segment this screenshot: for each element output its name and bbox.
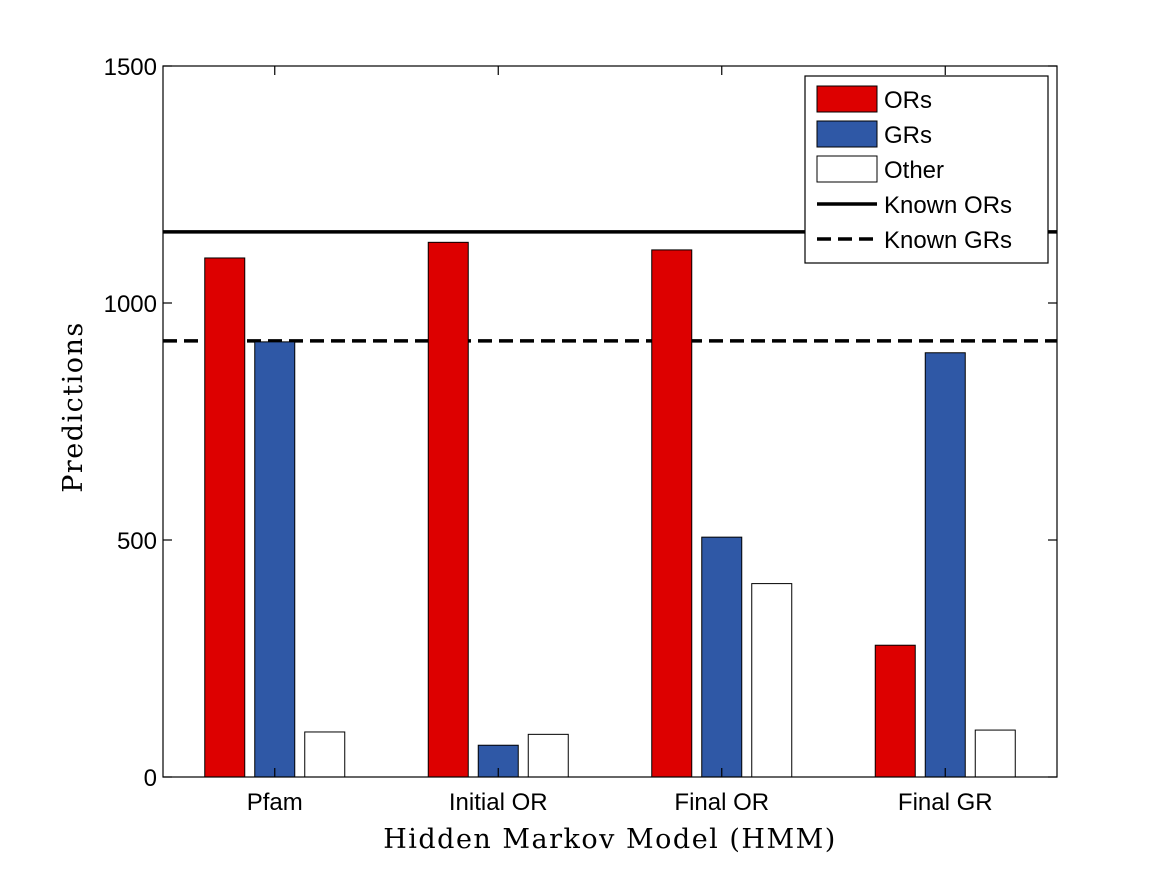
bar-ors-4 — [874, 644, 916, 778]
bar-grs-3 — [701, 536, 743, 778]
legend-swatch-grs — [816, 120, 878, 148]
legend-label-grs: GRs — [884, 122, 932, 149]
x-tick-label-1: Pfam — [247, 789, 303, 816]
y-axis-title: Predictions — [58, 321, 89, 493]
bar-grs-4 — [924, 352, 966, 778]
y-tick-label-3: 1000 — [104, 291, 157, 318]
x-tick-label-3: Final OR — [674, 789, 769, 816]
legend: ORs GRs Other Known ORs Known GRs — [804, 75, 1049, 264]
legend-label-known-grs: Known GRs — [884, 227, 1012, 254]
legend-swatch-ors — [816, 85, 878, 113]
bar-other-2 — [527, 733, 569, 778]
bar-ors-1 — [204, 257, 246, 778]
x-axis-title: Hidden Markov Model (HMM) — [383, 824, 837, 855]
plot-area-frame — [162, 65, 1058, 778]
bar-other-3 — [751, 583, 793, 778]
legend-swatch-other — [816, 155, 878, 183]
bar-grs-1 — [254, 341, 296, 778]
y-tick-label-1: 0 — [144, 765, 157, 792]
legend-label-ors: ORs — [884, 87, 932, 114]
y-tick-label-4: 1500 — [104, 54, 157, 81]
y-tick-label-2: 500 — [117, 528, 157, 555]
x-tick-label-4: Final GR — [898, 789, 993, 816]
bar-ors-2 — [427, 241, 469, 778]
legend-label-other: Other — [884, 157, 944, 184]
bar-other-4 — [974, 729, 1016, 778]
legend-label-known-ors: Known ORs — [884, 192, 1012, 219]
bar-other-1 — [304, 731, 346, 778]
x-tick-label-2: Initial OR — [449, 789, 548, 816]
bar-ors-3 — [651, 249, 693, 778]
